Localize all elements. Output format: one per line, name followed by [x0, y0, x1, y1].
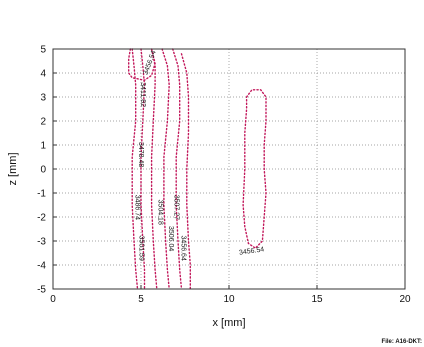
y-tick-label: 0 [40, 165, 46, 176]
contour-line [150, 48, 158, 290]
contour-line [131, 48, 139, 290]
contour-line [161, 48, 170, 290]
contour-label: 3504.18 [157, 200, 164, 225]
y-tick-label: 2 [40, 117, 46, 128]
y-tick-label: 4 [40, 69, 46, 80]
y-tick-label: -5 [37, 285, 46, 296]
contour-label: 3507.27 [172, 195, 179, 220]
y-tick-label: -2 [37, 213, 46, 224]
contour-lines [127, 48, 267, 290]
contour-label: 3456.64 [179, 236, 186, 261]
y-tick-label: -1 [37, 189, 46, 200]
x-tick-label: 20 [399, 294, 411, 305]
contour-line [140, 48, 146, 290]
x-axis-label: x [mm] [213, 317, 246, 329]
contour-line [171, 48, 183, 290]
x-tick-label: 0 [50, 294, 56, 305]
y-tick-label: -4 [37, 261, 46, 272]
axis-ticks: 0 5 10 15 20 -5 -4 -3 -2 -1 0 1 2 3 4 5 [37, 45, 411, 306]
contour-line [180, 53, 192, 290]
file-label: File: A16-DKT: [382, 339, 422, 345]
contour-label: 3478.48 [137, 142, 144, 167]
x-tick-label: 10 [223, 294, 235, 305]
y-tick-label: 1 [40, 141, 46, 152]
contour-line [242, 89, 267, 250]
contour-line [127, 48, 156, 81]
contour-label: 3411.82 [139, 82, 146, 107]
x-tick-label: 15 [311, 294, 323, 305]
y-tick-label: 5 [40, 45, 46, 56]
y-tick-label: 3 [40, 93, 46, 104]
contour-label: 3501.59 [137, 236, 144, 261]
contour-label: 3506.04 [167, 226, 174, 251]
y-axis-label: z [mm] [7, 153, 19, 186]
contour-label: 3486.74 [134, 195, 141, 220]
x-tick-label: 5 [138, 294, 144, 305]
contour-label: 3456.54 [239, 246, 265, 256]
y-tick-label: -3 [37, 237, 46, 248]
